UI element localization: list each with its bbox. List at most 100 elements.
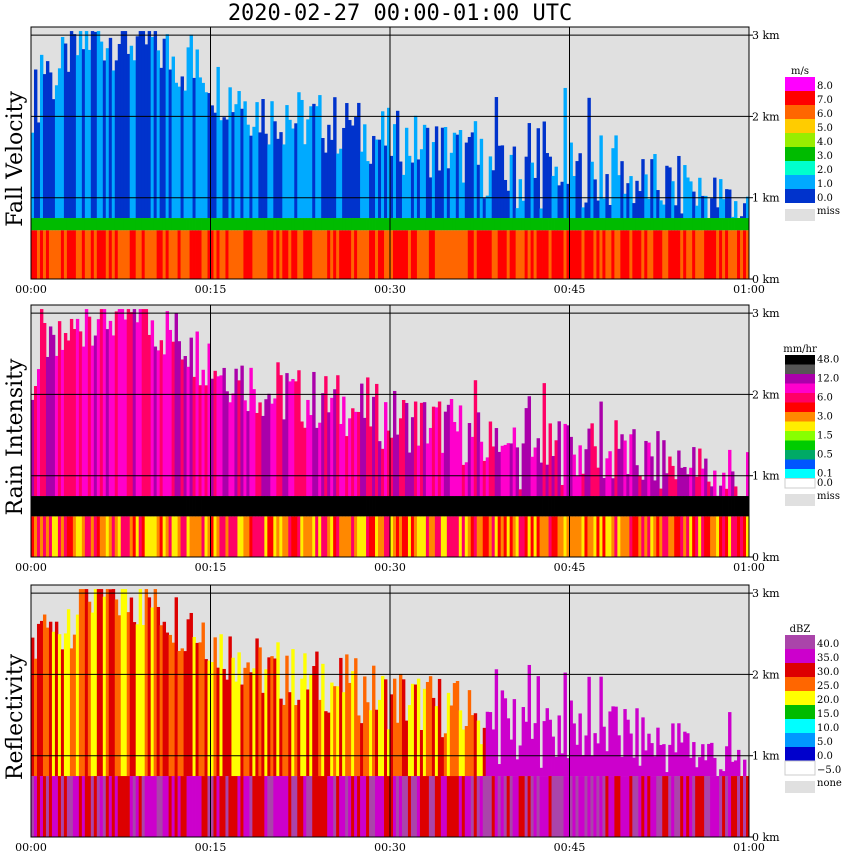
data-cell [135, 230, 140, 279]
data-cell [354, 496, 358, 517]
data-cell [372, 230, 376, 279]
data-cell [120, 309, 125, 497]
data-cell [413, 218, 418, 231]
data-cell [267, 657, 271, 777]
data-cell [599, 496, 603, 517]
data-cell [42, 323, 47, 497]
data-cell [144, 516, 149, 557]
data-cell [360, 723, 364, 777]
data-cell [213, 370, 217, 497]
data-cell [198, 776, 202, 837]
data-cell [108, 37, 113, 219]
data-cell [192, 496, 196, 517]
data-cell [668, 516, 672, 557]
data-cell [590, 161, 594, 219]
data-cell [407, 218, 412, 231]
data-cell [177, 496, 181, 517]
data-cell [485, 496, 490, 517]
data-cell [695, 496, 699, 517]
data-cell [294, 230, 298, 279]
data-cell [725, 496, 729, 517]
data-cell [294, 705, 298, 777]
data-cell [144, 776, 149, 837]
data-cell [336, 686, 340, 777]
data-cell [207, 230, 211, 279]
data-cell [416, 159, 421, 219]
colorbar-label: −5.0 [817, 765, 841, 776]
data-cell [243, 496, 247, 517]
data-cell [494, 428, 499, 497]
data-cell [333, 97, 337, 219]
data-cell [443, 411, 448, 497]
data-cell [129, 45, 134, 219]
data-cell [587, 496, 591, 517]
data-cell [536, 776, 540, 837]
data-cell [407, 776, 412, 837]
data-cell [503, 698, 508, 777]
data-cell [545, 230, 549, 279]
data-cell [734, 760, 738, 777]
data-cell [249, 218, 253, 231]
data-cell [339, 423, 343, 497]
data-cell [201, 218, 205, 231]
data-cell [324, 776, 328, 837]
data-cell [96, 218, 101, 231]
data-cell [192, 776, 196, 837]
data-cell [677, 218, 681, 231]
data-cell [536, 230, 540, 279]
data-cell [476, 164, 481, 219]
data-cell [279, 230, 283, 279]
data-cell [240, 230, 244, 279]
data-cell [605, 516, 609, 557]
x-tick-label: 00:30 [374, 561, 406, 574]
data-cell [36, 776, 41, 837]
data-cell [464, 142, 469, 219]
data-cell [57, 776, 62, 837]
data-cell [602, 230, 606, 279]
data-cell [713, 470, 717, 497]
data-cell [509, 230, 514, 279]
data-cell [219, 496, 223, 517]
data-cell [506, 496, 511, 517]
data-cell [626, 474, 630, 497]
data-cell [515, 496, 520, 517]
data-cell [521, 200, 526, 219]
data-cell [656, 776, 660, 837]
data-cell [315, 516, 319, 557]
data-cell [437, 401, 442, 497]
data-cell [422, 496, 427, 517]
data-cell [497, 496, 502, 517]
data-cell [533, 496, 537, 517]
data-cell [300, 230, 304, 279]
data-cell [551, 218, 555, 231]
data-cell [602, 218, 606, 231]
data-cell [680, 230, 684, 279]
data-cell [195, 331, 199, 497]
data-cell [132, 622, 137, 777]
data-cell [81, 776, 86, 837]
y-tick-label: 3 km [752, 29, 780, 42]
data-cell [677, 776, 681, 837]
data-cell [482, 516, 487, 557]
data-cell [324, 496, 328, 517]
data-cell [93, 496, 98, 517]
data-cell [617, 496, 621, 517]
data-cell [623, 776, 627, 837]
data-cell [267, 144, 271, 219]
data-cell [611, 478, 615, 497]
data-cell [294, 516, 298, 557]
y-tick-label: 1 km [752, 750, 780, 763]
data-cell [674, 479, 678, 497]
colorbar-label: 6.0 [817, 109, 833, 120]
data-cell [662, 218, 666, 231]
data-cell [246, 516, 250, 557]
data-cell [467, 136, 472, 219]
data-cell [288, 776, 292, 837]
colorbar-swatch [784, 478, 816, 489]
data-cell [473, 380, 478, 497]
data-cell [390, 437, 394, 497]
data-cell [84, 589, 89, 777]
data-cell [425, 230, 430, 279]
